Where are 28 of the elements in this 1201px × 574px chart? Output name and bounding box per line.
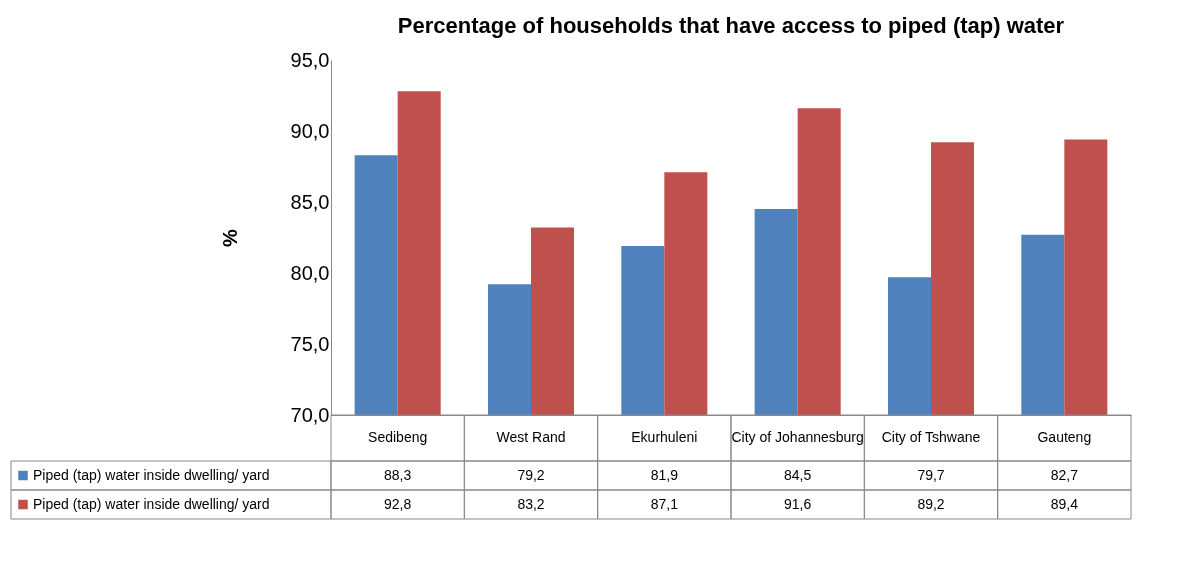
y-tick-label: 75,0 [290, 332, 330, 355]
data-label: 91,6 [784, 495, 812, 512]
legend-label: Piped (tap) water inside dwelling/ yard [33, 466, 270, 483]
x-tick-label: Gauteng [1037, 429, 1092, 445]
data-label: 87,1 [650, 495, 679, 512]
data-label: 84,5 [784, 466, 812, 483]
legend-label: Piped (tap) water inside dwelling/ yard [33, 495, 270, 512]
data-label: 79,7 [917, 466, 945, 483]
y-tick-label: 80,0 [290, 261, 330, 284]
x-tick-label: City of Johannesburg [731, 429, 864, 445]
x-tick-label: Ekurhuleni [631, 429, 698, 445]
data-label: 89,2 [917, 495, 945, 512]
y-tick-label: 85,0 [290, 190, 330, 213]
data-label: 82,7 [1050, 466, 1079, 483]
y-tick-label: 90,0 [290, 119, 330, 142]
data-label: 88,3 [384, 466, 412, 483]
data-label: 81,9 [650, 466, 679, 483]
data-label: 89,4 [1050, 495, 1079, 512]
x-tick-label: City of Tshwane [881, 429, 981, 445]
y-tick-label: 70,0 [290, 403, 330, 426]
chart-title: Percentage of households that have access to piped (tap) water [397, 13, 1065, 38]
x-tick-label: Sedibeng [368, 429, 428, 445]
y-axis-title: % [218, 228, 241, 247]
y-tick-label: 95,0 [290, 48, 330, 71]
x-tick-label: West Rand [496, 429, 566, 445]
data-label: 83,2 [517, 495, 545, 512]
data-label: 79,2 [517, 466, 545, 483]
data-label: 92,8 [384, 495, 412, 512]
